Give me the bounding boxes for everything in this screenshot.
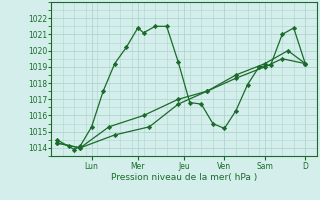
X-axis label: Pression niveau de la mer( hPa ): Pression niveau de la mer( hPa )	[111, 173, 257, 182]
